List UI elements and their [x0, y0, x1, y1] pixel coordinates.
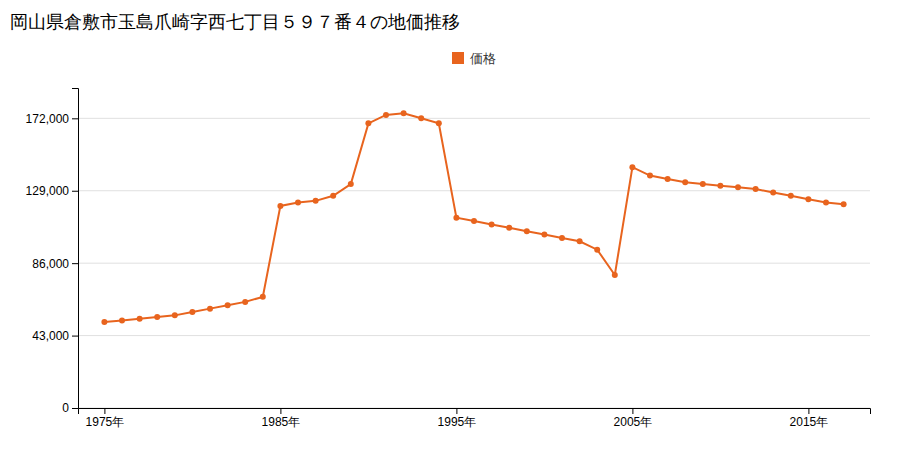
point	[471, 218, 477, 224]
x-axis-tick-mark	[632, 408, 633, 414]
marks	[101, 110, 846, 325]
y-axis-tick: 43,000	[32, 329, 78, 343]
x-axis-tick-label: 1975年	[86, 415, 125, 429]
y-axis: 0 43,000 86,000 129,000 172,000	[26, 89, 79, 416]
point	[137, 316, 143, 322]
point	[823, 200, 829, 206]
grid	[78, 118, 870, 408]
point	[735, 184, 741, 190]
point	[700, 181, 706, 187]
point	[225, 302, 231, 308]
point	[506, 225, 512, 231]
point	[682, 179, 688, 185]
point	[647, 173, 653, 179]
y-axis-tick: 86,000	[32, 256, 78, 270]
point	[313, 198, 319, 204]
point	[612, 272, 618, 278]
x-axis-tick: 2005年	[614, 408, 653, 429]
point	[489, 221, 495, 227]
grid-line	[78, 118, 870, 119]
x-axis-tick-label: 2005年	[614, 415, 653, 429]
point	[383, 112, 389, 118]
point	[753, 186, 759, 192]
x-axis-line	[79, 409, 871, 415]
x-axis-tick-mark	[280, 408, 281, 414]
x-axis-tick: 1975年	[86, 408, 125, 429]
point	[401, 110, 407, 116]
x-axis-tick-mark	[808, 408, 809, 414]
point	[119, 317, 125, 323]
point	[453, 215, 459, 221]
point	[172, 312, 178, 318]
point	[189, 309, 195, 315]
y-axis-tick-label: 172,000	[26, 112, 70, 126]
point	[260, 294, 266, 300]
grid-line	[78, 335, 870, 336]
y-axis-tick-mark	[72, 191, 78, 192]
y-axis-tick-mark	[72, 408, 78, 409]
point	[101, 319, 107, 325]
x-axis: 1975年 1985年 1995年 2005年 2015年	[79, 408, 871, 429]
point	[788, 193, 794, 199]
point	[717, 183, 723, 189]
x-axis-tick-mark	[456, 408, 457, 414]
point	[541, 232, 547, 238]
point	[665, 176, 671, 182]
point	[524, 228, 530, 234]
x-axis-tick-label: 1985年	[262, 415, 301, 429]
x-axis-tick-mark	[104, 408, 105, 414]
x-axis-tick-label: 2015年	[790, 415, 829, 429]
point	[577, 238, 583, 244]
y-axis-tick-mark	[72, 263, 78, 264]
y-axis-tick-label: 43,000	[32, 329, 69, 343]
x-axis-tick: 1985年	[262, 408, 301, 429]
point	[365, 120, 371, 126]
grid-line	[78, 190, 870, 191]
point	[805, 196, 811, 202]
legend: 価格	[452, 51, 496, 66]
grid-line	[78, 263, 870, 264]
point	[418, 115, 424, 121]
x-axis-tick: 2015年	[790, 408, 829, 429]
y-axis-tick-mark	[72, 336, 78, 337]
x-axis-tick: 1995年	[438, 408, 477, 429]
y-axis-tick: 129,000	[26, 184, 78, 198]
point	[436, 120, 442, 126]
point	[330, 193, 336, 199]
title: 岡山県倉敷市玉島爪崎字西七丁目５９７番４の地価推移	[10, 11, 460, 32]
point	[295, 200, 301, 206]
point	[841, 201, 847, 207]
legend-swatch	[452, 52, 464, 64]
y-axis-tick-label: 0	[62, 401, 69, 415]
point	[277, 203, 283, 209]
point	[559, 235, 565, 241]
y-axis-tick: 0	[62, 401, 78, 415]
y-axis-tick-label: 86,000	[32, 256, 69, 270]
point	[207, 306, 213, 312]
y-axis-tick-label: 129,000	[26, 184, 70, 198]
y-axis-tick: 172,000	[26, 112, 78, 126]
legend-label: 価格	[470, 51, 496, 66]
point	[629, 164, 635, 170]
y-axis-tick-mark	[72, 118, 78, 119]
x-axis-tick-label: 1995年	[438, 415, 477, 429]
point	[348, 181, 354, 187]
legend-item: 価格	[452, 51, 496, 66]
series	[101, 110, 846, 325]
plot-area: 1975年 1985年 1995年 2005年 2015年 0 43,000 86,000 12…	[26, 89, 871, 429]
chart: 1975年 1985年 1995年 2005年 2015年 0 43,000 86,000 12…	[0, 0, 900, 450]
point	[770, 189, 776, 195]
point	[594, 247, 600, 253]
point	[154, 314, 160, 320]
line	[104, 113, 843, 322]
point	[242, 299, 248, 305]
y-axis-line	[72, 89, 79, 409]
